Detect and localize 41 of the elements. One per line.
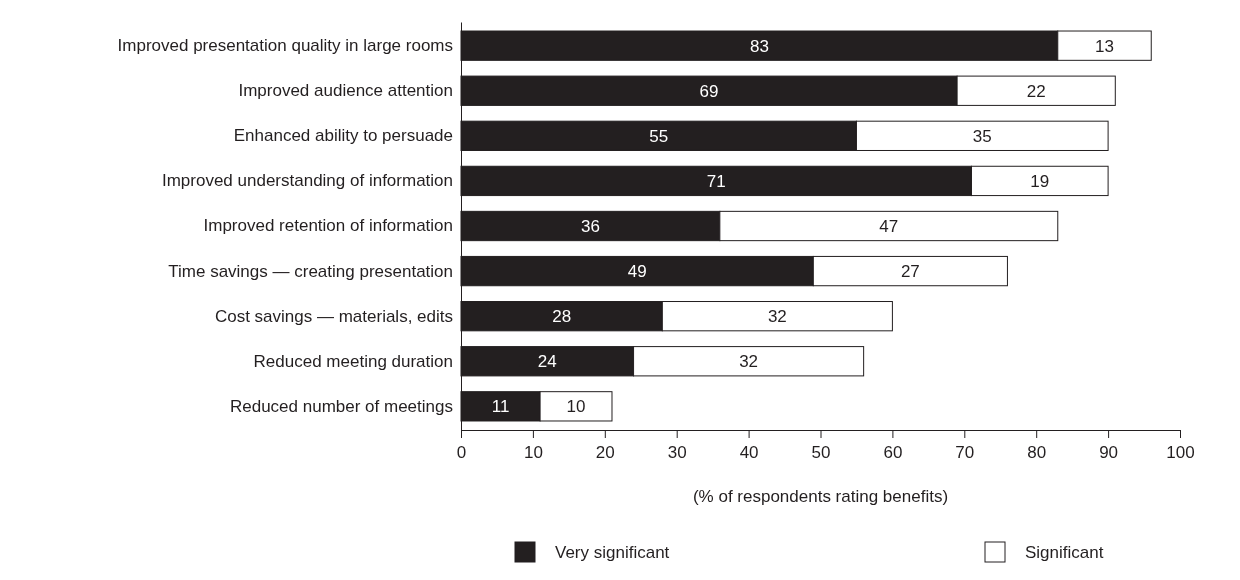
data-label: 28 [552,307,572,327]
data-label: 22 [1026,81,1046,101]
data-label: 55 [649,126,669,146]
x-tick-label: 20 [595,443,615,463]
y-tick-label: Improved retention of information [203,216,453,236]
data-label: 24 [537,352,557,372]
data-label: 13 [1095,36,1114,56]
data-label: 19 [1030,171,1050,191]
x-tick-label: 100 [1166,443,1195,463]
x-tick-label: 10 [523,443,543,463]
y-tick-label: Improved presentation quality in large rooms [117,36,453,56]
data-label: 36 [580,216,600,236]
x-tick-label: 70 [955,443,975,463]
x-tick-label: 50 [811,443,831,463]
data-label: 11 [491,397,510,417]
y-tick-label: Time savings — creating presentation [168,261,453,281]
y-tick-label: Improved audience attention [238,81,453,101]
x-tick-label: 80 [1027,443,1047,463]
data-label: 32 [739,352,759,372]
data-label: 69 [699,81,719,101]
y-tick-label: Cost savings — materials, edits [214,306,453,326]
x-tick-label: 30 [667,443,687,463]
y-tick-label: Enhanced ability to persuade [233,126,453,146]
data-label: 71 [706,171,726,191]
y-tick-label: Reduced number of meetings [229,396,453,416]
x-axis-title: (% of respondents rating benefits) [692,487,949,506]
legend-label: Very significant [555,542,670,562]
data-label: 49 [627,262,647,282]
legend-label: Significant [1025,542,1104,562]
data-label: 10 [566,397,586,417]
x-tick-label: 40 [739,443,759,463]
data-label: 32 [767,307,787,327]
y-tick-label: Improved understanding of information [161,171,453,191]
data-label: 83 [749,36,769,56]
x-tick-label: 90 [1099,443,1119,463]
data-label: 27 [900,262,920,282]
data-label: 47 [879,216,899,236]
y-tick-label: Reduced meeting duration [253,351,453,371]
x-tick-label: 60 [883,443,903,463]
data-label: 35 [972,126,992,146]
x-tick-label: 0 [456,443,467,463]
